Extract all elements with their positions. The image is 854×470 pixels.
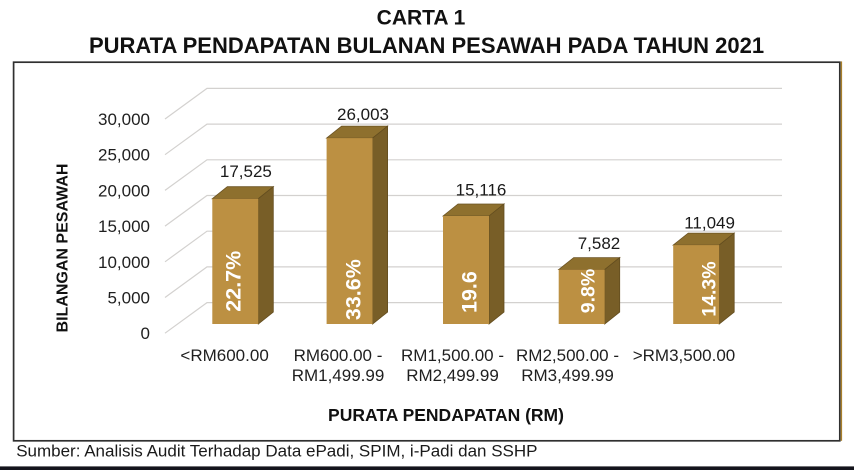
svg-text:>RM3,500.00: >RM3,500.00 <box>633 346 736 365</box>
svg-text:9.8%: 9.8% <box>578 269 600 313</box>
svg-text:15,000: 15,000 <box>98 217 150 236</box>
svg-text:RM1,500.00 -: RM1,500.00 - <box>401 346 504 365</box>
svg-text:10,000: 10,000 <box>98 253 150 272</box>
svg-text:BILANGAN PESAWAH: BILANGAN PESAWAH <box>55 164 72 333</box>
svg-text:RM3,499.99: RM3,499.99 <box>521 366 614 385</box>
svg-text:7,582: 7,582 <box>578 234 621 253</box>
svg-text:19.6: 19.6 <box>458 271 482 313</box>
svg-text:14.3%: 14.3% <box>698 261 720 316</box>
svg-text:RM2,499.99: RM2,499.99 <box>406 366 499 385</box>
svg-text:RM600.00 -: RM600.00 - <box>294 346 383 365</box>
svg-text:PURATA PENDAPATAN (RM): PURATA PENDAPATAN (RM) <box>328 405 564 425</box>
svg-text:26,003: 26,003 <box>337 105 389 124</box>
svg-text:22.7%: 22.7% <box>222 251 246 312</box>
svg-text:30,000: 30,000 <box>98 110 150 129</box>
svg-text:<RM600.00: <RM600.00 <box>180 346 268 365</box>
svg-text:CARTA 1: CARTA 1 <box>377 7 466 30</box>
svg-text:33.6%: 33.6% <box>341 259 365 320</box>
svg-text:Sumber: Analisis Audit Terhada: Sumber: Analisis Audit Terhadap Data ePa… <box>16 442 537 461</box>
svg-text:20,000: 20,000 <box>98 181 150 200</box>
svg-text:15,116: 15,116 <box>456 181 507 200</box>
svg-text:0: 0 <box>141 324 150 343</box>
svg-text:11,049: 11,049 <box>684 214 735 233</box>
svg-text:PURATA PENDAPATAN BULANAN PESA: PURATA PENDAPATAN BULANAN PESAWAH PADA T… <box>89 33 764 58</box>
svg-text:RM1,499.99: RM1,499.99 <box>292 366 385 385</box>
svg-text:5,000: 5,000 <box>107 289 150 308</box>
svg-text:17,525: 17,525 <box>220 162 272 181</box>
svg-text:RM2,500.00 -: RM2,500.00 - <box>516 346 619 365</box>
svg-text:25,000: 25,000 <box>98 146 150 165</box>
